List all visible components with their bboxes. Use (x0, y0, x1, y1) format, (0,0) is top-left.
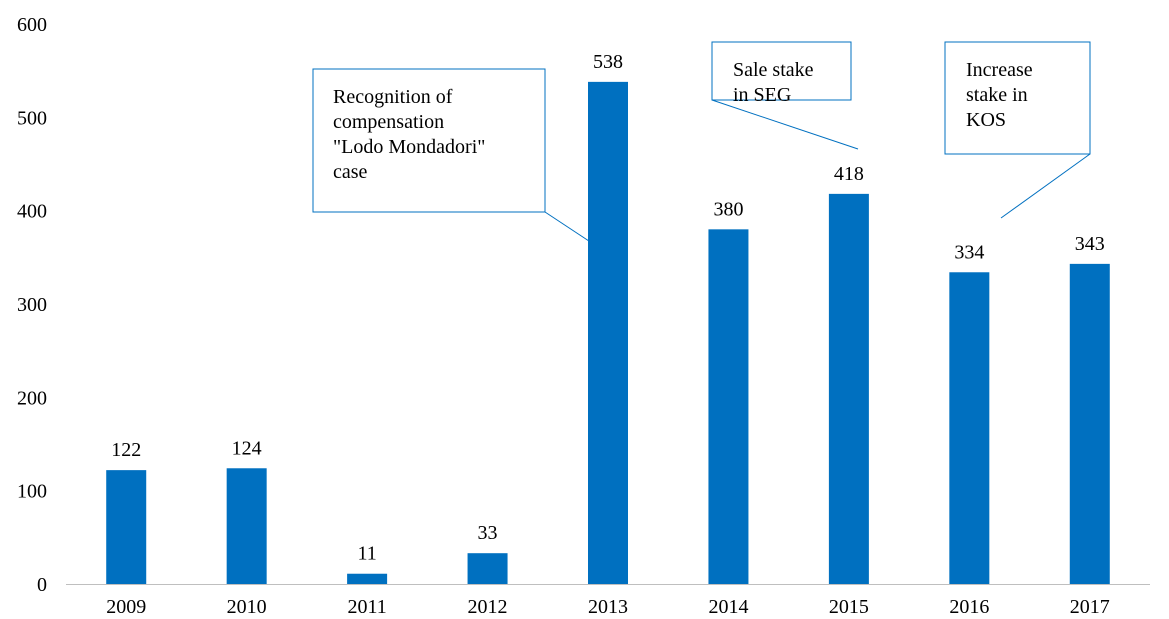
bar (226, 468, 267, 584)
data-label: 122 (111, 439, 141, 461)
y-axis: 0 100 200 300 400 500 600 (17, 14, 47, 596)
callout-2015: Sale stake in SEG (711, 41, 859, 150)
data-label: 124 (232, 437, 262, 459)
data-label: 33 (478, 522, 498, 544)
callout-text-line: Sale stake (733, 59, 814, 81)
y-tick-label: 500 (17, 107, 47, 129)
y-tick-label: 200 (17, 387, 47, 409)
data-label: 334 (954, 241, 984, 263)
y-tick-label: 0 (37, 574, 47, 596)
callout-text-line: in SEG (733, 84, 791, 106)
x-tick-label: 2011 (347, 596, 386, 618)
data-label: 538 (593, 51, 623, 73)
callout-leader-line (544, 211, 602, 250)
x-axis: 2009 2010 2011 2012 2013 2014 2015 2016 2017 (106, 596, 1110, 618)
callout-text-line: compensation (333, 111, 444, 133)
x-tick-label: 2017 (1070, 596, 1110, 618)
callout-text-line: Increase (966, 59, 1033, 81)
x-tick-label: 2014 (708, 596, 748, 618)
bars: 122 124 11 33 538 380 418 334 343 (106, 51, 1110, 585)
bar (347, 573, 388, 584)
bar (1069, 263, 1110, 584)
data-label: 343 (1075, 233, 1105, 255)
data-label: 11 (357, 543, 376, 565)
x-tick-label: 2015 (829, 596, 869, 618)
bar (106, 470, 147, 584)
y-tick-label: 300 (17, 294, 47, 316)
x-tick-label: 2016 (949, 596, 989, 618)
data-label: 380 (713, 198, 743, 220)
x-tick-label: 2010 (227, 596, 267, 618)
x-tick-label: 2012 (468, 596, 508, 618)
callout-text-line: Recognition of (333, 86, 453, 108)
bar (588, 81, 628, 584)
x-tick-label: 2009 (106, 596, 146, 618)
bar (708, 229, 749, 585)
callout-text-line: case (333, 161, 368, 183)
y-tick-label: 400 (17, 201, 47, 223)
bar (467, 553, 508, 584)
callout-2013: Recognition of compensation "Lodo Mondador… (312, 68, 602, 250)
callout-text-line: "Lodo Mondadori" (333, 136, 485, 158)
y-tick-label: 600 (17, 14, 47, 36)
callout-text-line: stake in (966, 84, 1028, 106)
callout-box (711, 41, 852, 101)
callouts: Recognition of compensation "Lodo Mondador… (312, 41, 1091, 250)
callout-leader-line (711, 99, 859, 150)
y-tick-label: 100 (17, 481, 47, 503)
callout-2016: Increase stake in KOS (944, 41, 1091, 219)
callout-box (312, 68, 546, 213)
x-tick-label: 2013 (588, 596, 628, 618)
callout-box (944, 41, 1091, 155)
bar (949, 272, 990, 584)
bar (828, 193, 869, 584)
data-label: 418 (834, 163, 864, 185)
callout-leader-line (1000, 153, 1091, 219)
callout-text-line: KOS (966, 109, 1006, 131)
